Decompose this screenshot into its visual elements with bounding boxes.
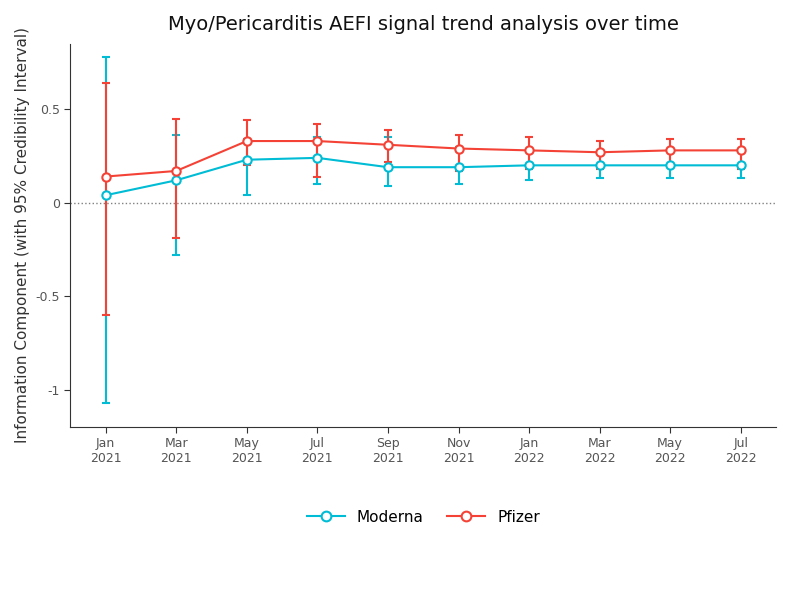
Legend: Moderna, Pfizer: Moderna, Pfizer [301,503,546,531]
Title: Myo/Pericarditis AEFI signal trend analysis over time: Myo/Pericarditis AEFI signal trend analy… [168,15,679,34]
Y-axis label: Information Component (with 95% Credibility Interval): Information Component (with 95% Credibil… [15,27,30,443]
